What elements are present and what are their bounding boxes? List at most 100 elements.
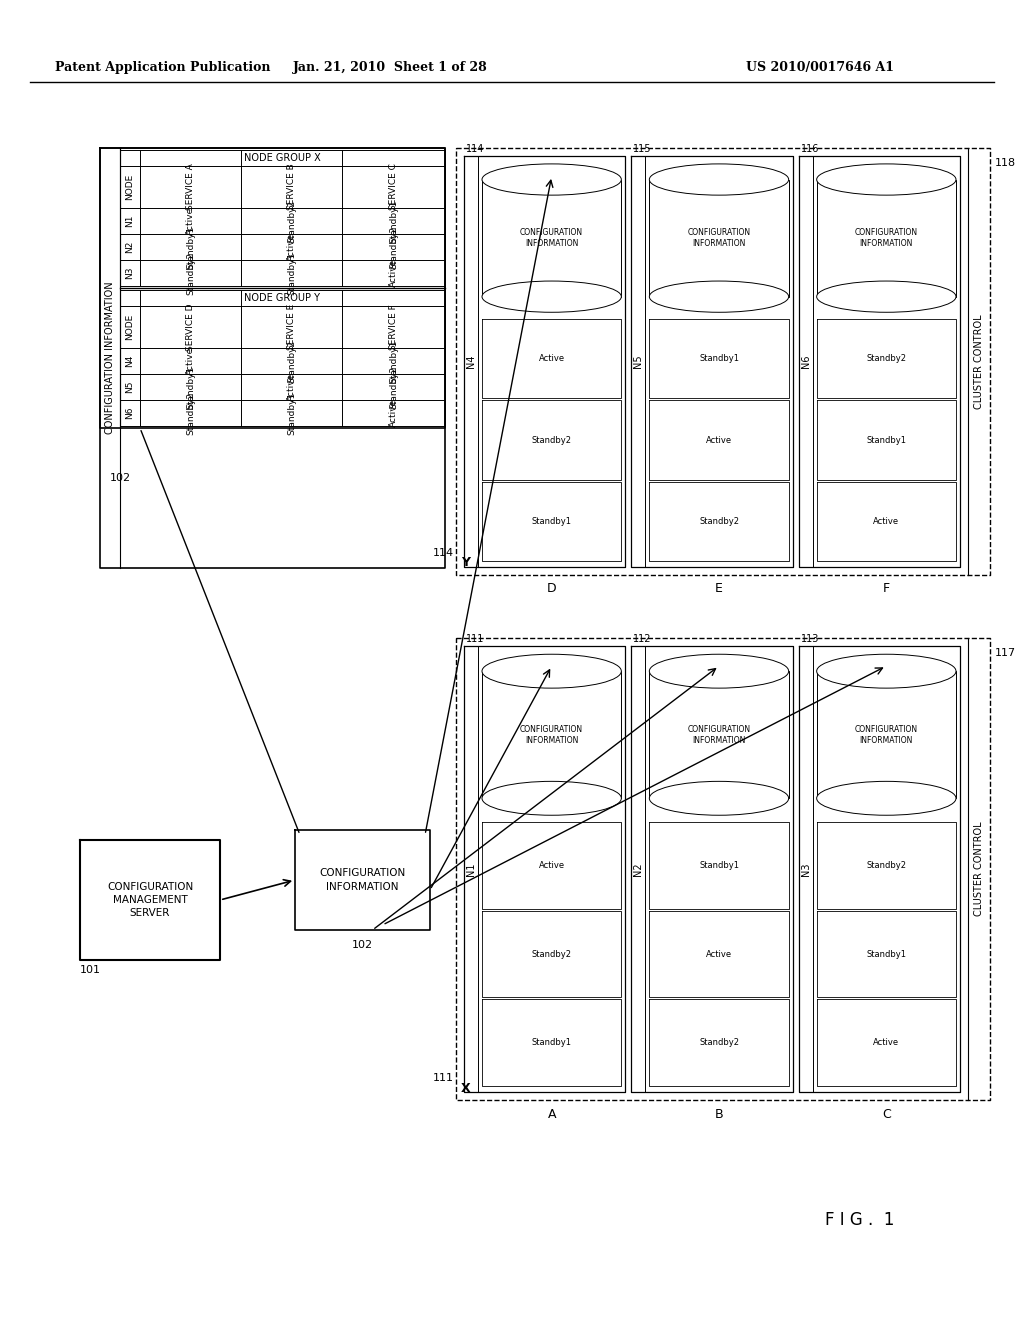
Text: Standby1: Standby1 bbox=[866, 950, 906, 958]
FancyBboxPatch shape bbox=[649, 180, 788, 297]
Text: Standby1: Standby1 bbox=[186, 226, 195, 269]
Text: Standby1: Standby1 bbox=[531, 517, 571, 525]
Text: CLUSTER CONTROL: CLUSTER CONTROL bbox=[974, 314, 984, 409]
Text: Standby2: Standby2 bbox=[287, 199, 296, 243]
Text: 118: 118 bbox=[995, 158, 1016, 168]
Text: Active: Active bbox=[186, 207, 195, 235]
Ellipse shape bbox=[482, 655, 622, 688]
Text: Standby2: Standby2 bbox=[866, 354, 906, 363]
Text: Standby1: Standby1 bbox=[389, 339, 398, 383]
Text: NODE: NODE bbox=[126, 314, 134, 341]
Text: Standby1: Standby1 bbox=[186, 366, 195, 409]
Text: Active: Active bbox=[389, 259, 398, 288]
Text: Active: Active bbox=[706, 950, 732, 958]
Text: Standby2: Standby2 bbox=[699, 1039, 739, 1047]
Text: Active: Active bbox=[539, 861, 564, 870]
Ellipse shape bbox=[817, 781, 956, 816]
Text: 113: 113 bbox=[801, 634, 819, 644]
Text: Active: Active bbox=[287, 372, 296, 401]
Text: N4: N4 bbox=[466, 355, 476, 368]
Text: Active: Active bbox=[706, 436, 732, 445]
Ellipse shape bbox=[482, 164, 622, 195]
Text: SERVICE A: SERVICE A bbox=[186, 164, 195, 210]
Ellipse shape bbox=[817, 655, 956, 688]
Text: N2: N2 bbox=[126, 240, 134, 253]
Text: Standby2: Standby2 bbox=[186, 392, 195, 434]
Text: 114: 114 bbox=[433, 548, 454, 558]
Text: 112: 112 bbox=[633, 634, 652, 644]
Text: NODE: NODE bbox=[126, 174, 134, 201]
Text: 115: 115 bbox=[633, 144, 652, 154]
Text: Standby2: Standby2 bbox=[699, 517, 739, 525]
Text: SERVICE B: SERVICE B bbox=[287, 164, 296, 210]
Text: 101: 101 bbox=[80, 965, 101, 975]
Text: F I G .  1: F I G . 1 bbox=[825, 1210, 895, 1229]
Ellipse shape bbox=[482, 781, 622, 816]
Text: Active: Active bbox=[873, 517, 899, 525]
Text: SERVICE D: SERVICE D bbox=[186, 304, 195, 351]
Text: CONFIGURATION
INFORMATION: CONFIGURATION INFORMATION bbox=[319, 869, 406, 891]
FancyBboxPatch shape bbox=[649, 671, 788, 799]
Text: N1: N1 bbox=[126, 215, 134, 227]
Text: SERVICE E: SERVICE E bbox=[287, 304, 296, 350]
Text: B: B bbox=[715, 1107, 723, 1121]
Ellipse shape bbox=[649, 781, 788, 816]
Text: CONFIGURATION
INFORMATION: CONFIGURATION INFORMATION bbox=[855, 725, 918, 744]
Text: Standby2: Standby2 bbox=[287, 339, 296, 383]
FancyBboxPatch shape bbox=[482, 671, 622, 799]
Ellipse shape bbox=[817, 281, 956, 313]
Text: Standby2: Standby2 bbox=[389, 366, 398, 409]
Text: CONFIGURATION INFORMATION: CONFIGURATION INFORMATION bbox=[105, 281, 115, 434]
Text: 111: 111 bbox=[433, 1073, 454, 1082]
Text: Standby2: Standby2 bbox=[531, 950, 571, 958]
Text: N5: N5 bbox=[633, 355, 643, 368]
Text: 102: 102 bbox=[352, 940, 373, 950]
Text: Standby1: Standby1 bbox=[287, 251, 296, 294]
Text: Active: Active bbox=[539, 354, 564, 363]
Text: N3: N3 bbox=[801, 862, 811, 875]
Text: X: X bbox=[461, 1081, 471, 1094]
Text: E: E bbox=[715, 582, 723, 595]
Text: Standby1: Standby1 bbox=[699, 861, 739, 870]
Text: CONFIGURATION
MANAGEMENT
SERVER: CONFIGURATION MANAGEMENT SERVER bbox=[106, 882, 194, 919]
Text: SERVICE C: SERVICE C bbox=[389, 164, 398, 210]
Text: 102: 102 bbox=[110, 473, 131, 483]
Text: Patent Application Publication: Patent Application Publication bbox=[55, 62, 270, 74]
Text: Jan. 21, 2010  Sheet 1 of 28: Jan. 21, 2010 Sheet 1 of 28 bbox=[293, 62, 487, 74]
Text: Active: Active bbox=[287, 232, 296, 261]
Text: Active: Active bbox=[186, 347, 195, 375]
Text: NODE GROUP X: NODE GROUP X bbox=[244, 153, 321, 162]
Ellipse shape bbox=[649, 281, 788, 313]
Text: SERVICE F: SERVICE F bbox=[389, 304, 398, 350]
Text: F: F bbox=[883, 582, 890, 595]
Text: CONFIGURATION
INFORMATION: CONFIGURATION INFORMATION bbox=[520, 725, 584, 744]
Text: Active: Active bbox=[389, 399, 398, 428]
Text: 116: 116 bbox=[801, 144, 819, 154]
Text: NODE GROUP Y: NODE GROUP Y bbox=[245, 293, 321, 304]
Text: D: D bbox=[547, 582, 556, 595]
Text: N1: N1 bbox=[466, 862, 476, 875]
Ellipse shape bbox=[649, 655, 788, 688]
Text: Standby1: Standby1 bbox=[531, 1039, 571, 1047]
Text: Standby2: Standby2 bbox=[186, 251, 195, 294]
Text: CONFIGURATION
INFORMATION: CONFIGURATION INFORMATION bbox=[855, 228, 918, 248]
FancyBboxPatch shape bbox=[817, 671, 956, 799]
Text: 117: 117 bbox=[995, 648, 1016, 657]
Ellipse shape bbox=[649, 164, 788, 195]
Text: CLUSTER CONTROL: CLUSTER CONTROL bbox=[974, 821, 984, 916]
FancyBboxPatch shape bbox=[817, 180, 956, 297]
Text: N5: N5 bbox=[126, 380, 134, 393]
Text: N4: N4 bbox=[126, 355, 134, 367]
Text: N6: N6 bbox=[801, 355, 811, 368]
Text: CONFIGURATION
INFORMATION: CONFIGURATION INFORMATION bbox=[520, 228, 584, 248]
Text: CONFIGURATION
INFORMATION: CONFIGURATION INFORMATION bbox=[687, 228, 751, 248]
Text: Standby2: Standby2 bbox=[866, 861, 906, 870]
Text: N2: N2 bbox=[633, 862, 643, 875]
Text: A: A bbox=[548, 1107, 556, 1121]
Text: Y: Y bbox=[461, 557, 470, 569]
Text: Standby2: Standby2 bbox=[531, 436, 571, 445]
Text: Standby1: Standby1 bbox=[699, 354, 739, 363]
FancyBboxPatch shape bbox=[482, 180, 622, 297]
Text: 111: 111 bbox=[466, 634, 484, 644]
Text: Standby2: Standby2 bbox=[389, 226, 398, 268]
